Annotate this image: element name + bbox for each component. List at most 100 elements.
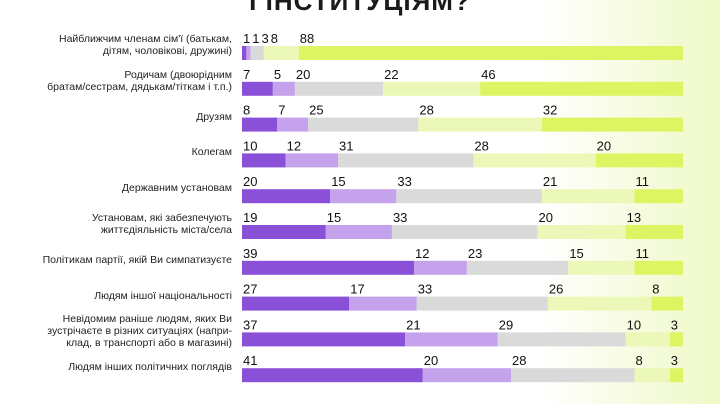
bar-segment xyxy=(277,117,309,132)
bar-segment xyxy=(242,189,331,204)
value-label: 21 xyxy=(406,317,420,332)
bar-segment xyxy=(383,81,481,96)
bar-segment xyxy=(651,296,683,311)
value-label: 7 xyxy=(278,103,285,118)
value-label: 7 xyxy=(243,67,250,82)
bar-segment xyxy=(537,225,626,239)
value-label: 29 xyxy=(499,317,513,332)
bar-segment xyxy=(285,153,339,168)
value-label: 15 xyxy=(569,246,583,261)
bar-segment xyxy=(405,332,498,347)
value-label: 1 xyxy=(252,31,259,46)
bar-segment xyxy=(242,260,414,275)
value-label: 26 xyxy=(549,282,563,297)
value-label: 10 xyxy=(243,138,257,153)
bar-segment xyxy=(497,332,626,347)
bar-segment xyxy=(246,46,251,60)
value-label: 37 xyxy=(243,317,257,332)
bar-segment xyxy=(669,368,683,383)
bar-segment xyxy=(338,153,474,168)
bar-segment xyxy=(473,153,596,168)
category-label: Установам, які забезпечують життєдіяльні… xyxy=(91,212,232,236)
bar-segment xyxy=(466,260,569,275)
value-label: 10 xyxy=(627,317,641,332)
category-label: Політикам партії, якій Ви симпатизуєте xyxy=(42,253,232,266)
bar-segment xyxy=(416,296,548,311)
value-label: 3 xyxy=(671,317,678,332)
category-label: Людям інших політичних поглядів xyxy=(68,361,232,374)
value-label: 46 xyxy=(481,67,495,82)
category-label: Найближчим членам сім'ї (батькам, дітям,… xyxy=(58,33,232,57)
bar-segment xyxy=(298,46,683,60)
value-label: 22 xyxy=(384,67,398,82)
value-label: 21 xyxy=(543,174,557,189)
value-label: 11 xyxy=(635,246,649,261)
bar-segment xyxy=(242,368,423,383)
bar-segment xyxy=(422,368,512,383)
bar-segment xyxy=(308,117,419,132)
category-label: Державним установам xyxy=(121,182,232,195)
value-label: 8 xyxy=(271,31,278,46)
value-label: 20 xyxy=(424,353,438,368)
value-label: 32 xyxy=(543,103,557,118)
value-label: 1 xyxy=(243,31,250,46)
value-label: 3 xyxy=(261,31,268,46)
bar-segment xyxy=(541,189,635,204)
value-label: 28 xyxy=(512,353,526,368)
bar-segment xyxy=(413,260,467,275)
category-label: Колегам xyxy=(191,146,232,159)
bar-segment xyxy=(595,153,683,168)
category-label: Людям іншої національності xyxy=(94,289,232,302)
category-label: Невідомим раніше людям, яких Ви зустріча… xyxy=(47,313,232,350)
bar-segment xyxy=(242,46,247,60)
bar-segment xyxy=(242,296,350,311)
bar-segment xyxy=(330,189,397,204)
value-label: 39 xyxy=(243,246,257,261)
value-label: 33 xyxy=(418,282,432,297)
value-label: 27 xyxy=(243,282,257,297)
value-label: 41 xyxy=(243,353,257,368)
value-label: 23 xyxy=(468,246,482,261)
bar-segment xyxy=(625,225,683,239)
bar-segment xyxy=(568,260,635,275)
bar-segment xyxy=(396,189,542,204)
value-label: 19 xyxy=(243,210,257,225)
bar-segment xyxy=(294,81,384,96)
bar-segment xyxy=(634,189,683,204)
value-label: 33 xyxy=(397,174,411,189)
bar-segment xyxy=(634,368,670,383)
category-label: Друзям xyxy=(196,110,232,123)
bar-segment xyxy=(547,296,652,311)
bar-segment xyxy=(242,81,273,96)
bar-segment xyxy=(272,81,295,96)
value-label: 28 xyxy=(474,138,488,153)
value-label: 5 xyxy=(274,67,281,82)
value-label: 8 xyxy=(243,103,250,118)
value-label: 15 xyxy=(331,174,345,189)
value-label: 17 xyxy=(350,282,364,297)
bar-segment xyxy=(242,117,278,132)
bar-segment xyxy=(242,153,286,168)
value-label: 20 xyxy=(243,174,257,189)
bar-segment xyxy=(480,81,683,96)
category-label: Родичам (двоюрідним братам/сестрам, дядь… xyxy=(47,68,232,93)
value-label: 31 xyxy=(339,138,353,153)
bar-segment xyxy=(263,46,299,60)
value-label: 3 xyxy=(671,353,678,368)
value-label: 15 xyxy=(327,210,341,225)
value-label: 20 xyxy=(538,210,552,225)
value-label: 88 xyxy=(300,31,314,46)
value-label: 12 xyxy=(287,138,301,153)
bar-segment xyxy=(541,117,683,132)
bar-segment xyxy=(418,117,542,132)
value-label: 12 xyxy=(415,246,429,261)
bar-segment xyxy=(669,332,683,347)
bar-segment xyxy=(242,225,326,239)
value-label: 28 xyxy=(419,103,433,118)
value-label: 8 xyxy=(652,282,659,297)
bar-segment xyxy=(349,296,417,311)
value-label: 13 xyxy=(627,210,641,225)
bar-segment xyxy=(325,225,392,239)
